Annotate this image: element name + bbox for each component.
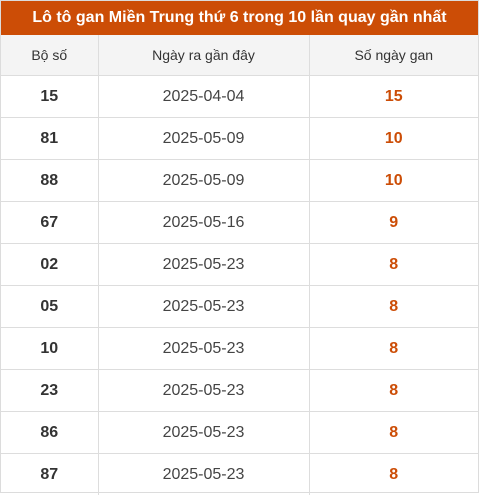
row-number-cell: 23 <box>1 370 98 412</box>
table-row: 88 2025-05-09 10 <box>1 160 478 202</box>
column-header-number: Bộ số <box>1 35 98 76</box>
row-date-cell: 2025-05-23 <box>98 244 309 286</box>
row-days-cell: 10 <box>309 118 478 160</box>
row-number-cell: 67 <box>1 202 98 244</box>
table-row: 15 2025-04-04 15 <box>1 76 478 118</box>
table-row: 10 2025-05-23 8 <box>1 328 478 370</box>
row-date-cell: 2025-05-23 <box>98 454 309 495</box>
lo-gan-table: Bộ số Ngày ra gần đây Số ngày gan 15 202… <box>1 35 478 495</box>
row-date-cell: 2025-05-23 <box>98 412 309 454</box>
column-header-date: Ngày ra gần đây <box>98 35 309 76</box>
row-number-cell: 10 <box>1 328 98 370</box>
row-date-cell: 2025-05-23 <box>98 286 309 328</box>
row-date-cell: 2025-05-23 <box>98 328 309 370</box>
row-number-cell: 86 <box>1 412 98 454</box>
row-number-cell: 02 <box>1 244 98 286</box>
row-number-cell: 05 <box>1 286 98 328</box>
table-row: 86 2025-05-23 8 <box>1 412 478 454</box>
row-date-cell: 2025-05-09 <box>98 118 309 160</box>
row-days-cell: 8 <box>309 412 478 454</box>
row-date-cell: 2025-05-16 <box>98 202 309 244</box>
table-row: 67 2025-05-16 9 <box>1 202 478 244</box>
row-days-cell: 8 <box>309 286 478 328</box>
row-days-cell: 8 <box>309 370 478 412</box>
column-header-days: Số ngày gan <box>309 35 478 76</box>
row-days-cell: 8 <box>309 328 478 370</box>
row-days-cell: 15 <box>309 76 478 118</box>
row-days-cell: 10 <box>309 160 478 202</box>
row-days-cell: 8 <box>309 454 478 495</box>
row-number-cell: 88 <box>1 160 98 202</box>
row-number-cell: 81 <box>1 118 98 160</box>
row-date-cell: 2025-05-23 <box>98 370 309 412</box>
table-row: 81 2025-05-09 10 <box>1 118 478 160</box>
row-days-cell: 9 <box>309 202 478 244</box>
table-header-row: Bộ số Ngày ra gần đây Số ngày gan <box>1 35 478 76</box>
row-date-cell: 2025-05-09 <box>98 160 309 202</box>
widget-title: Lô tô gan Miền Trung thứ 6 trong 10 lần … <box>1 1 478 35</box>
row-number-cell: 15 <box>1 76 98 118</box>
table-row: 23 2025-05-23 8 <box>1 370 478 412</box>
table-row: 87 2025-05-23 8 <box>1 454 478 495</box>
row-date-cell: 2025-04-04 <box>98 76 309 118</box>
table-row: 02 2025-05-23 8 <box>1 244 478 286</box>
row-number-cell: 87 <box>1 454 98 495</box>
table-row: 05 2025-05-23 8 <box>1 286 478 328</box>
row-days-cell: 8 <box>309 244 478 286</box>
